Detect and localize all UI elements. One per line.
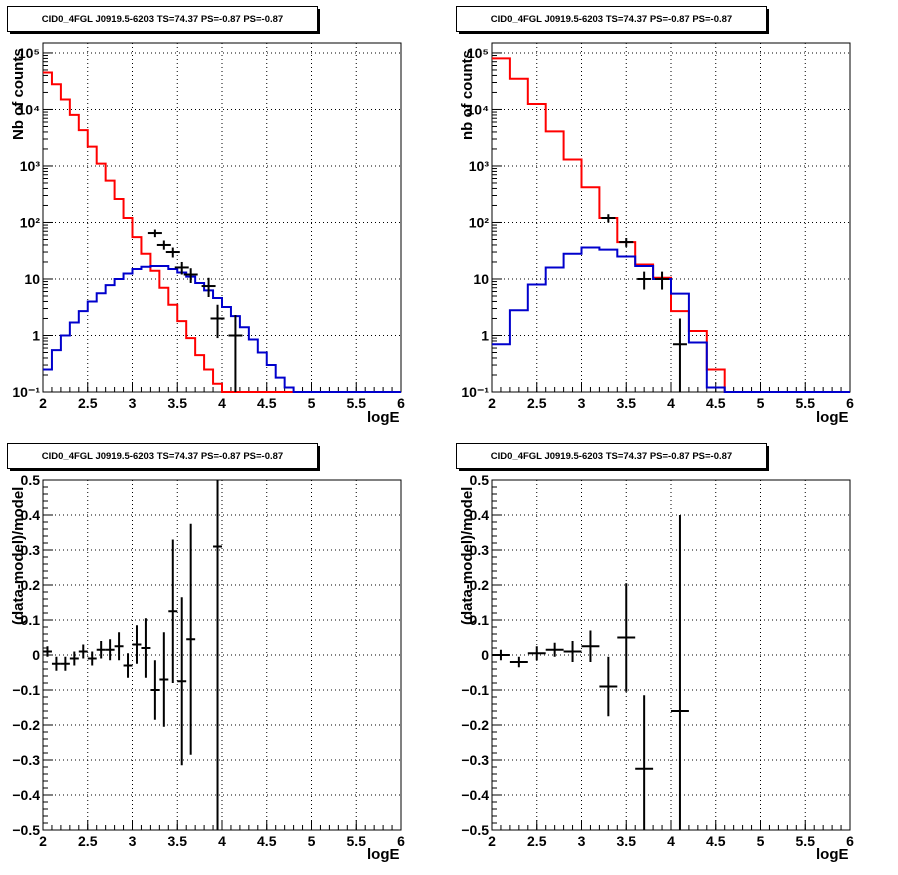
y-tick-label: 0.2	[470, 577, 490, 593]
x-tick-label: 3.5	[168, 395, 188, 411]
x-tick-label: 5.5	[347, 833, 367, 849]
y-tick-label: −0.2	[461, 717, 489, 733]
x-tick-label: 5	[757, 833, 765, 849]
x-tick-label: 2.5	[527, 833, 547, 849]
x-tick-label: 4	[667, 833, 675, 849]
y-axis-label-top-left: Nb of counts	[10, 48, 27, 140]
x-tick-label: 5	[757, 395, 765, 411]
title-box-top-right: CID0_4FGL J0919.5-6203 TS=74.37 PS=-0.87…	[456, 6, 769, 34]
series-step-blue	[492, 246, 850, 393]
y-tick-label: 10	[24, 271, 40, 287]
y-tick-label: −0.4	[461, 787, 489, 803]
y-tick-label: 10⁴	[467, 101, 490, 117]
y-tick-label: 0.5	[21, 472, 41, 488]
x-tick-label: 3	[129, 395, 137, 411]
x-tick-label: 6	[397, 395, 405, 411]
x-tick-label: 3	[578, 395, 586, 411]
x-tick-label: 3.5	[168, 833, 188, 849]
series-step-blue	[43, 264, 401, 393]
y-tick-label: −0.3	[461, 752, 489, 768]
x-tick-label: 5.5	[796, 833, 816, 849]
y-tick-label: 10⁴	[18, 101, 41, 117]
y-tick-label: −0.3	[12, 752, 40, 768]
y-tick-label: 0.4	[470, 507, 490, 523]
series-step-red	[492, 57, 850, 393]
x-tick-label: 4	[667, 395, 675, 411]
y-tick-label: 10⁻¹	[12, 384, 40, 400]
x-axis-label-top-right: logE	[816, 409, 849, 426]
chart-title-top-left: CID0_4FGL J0919.5-6203 TS=74.37 PS=-0.87…	[41, 13, 284, 25]
x-tick-label: 4.5	[257, 395, 277, 411]
y-tick-label: −0.4	[12, 787, 40, 803]
y-tick-label: 1	[481, 327, 489, 343]
y-tick-label: 10⁵	[18, 45, 40, 61]
y-tick-label: −0.2	[12, 717, 40, 733]
x-tick-label: 2	[488, 395, 496, 411]
x-tick-label: 2	[39, 395, 47, 411]
y-tick-label: 0.2	[21, 577, 41, 593]
x-tick-label: 3	[129, 833, 137, 849]
y-tick-label: 10	[473, 271, 489, 287]
x-tick-label: 3	[578, 833, 586, 849]
series-step-red	[43, 71, 401, 393]
y-tick-label: 10²	[469, 214, 490, 230]
x-tick-label: 4	[218, 833, 226, 849]
x-tick-label: 2.5	[78, 395, 98, 411]
y-tick-label: 0.3	[21, 542, 41, 558]
y-axis-label-bottom-left: (data-model)/model	[10, 486, 27, 625]
y-tick-label: 0	[32, 647, 40, 663]
y-tick-label: 0.3	[470, 542, 490, 558]
x-tick-label: 6	[397, 833, 405, 849]
x-tick-label: 6	[846, 395, 854, 411]
x-tick-label: 2.5	[78, 833, 98, 849]
y-tick-label: 10⁻¹	[461, 384, 489, 400]
x-axis-label-bottom-left: logE	[367, 846, 400, 863]
y-tick-label: −0.1	[12, 682, 40, 698]
y-tick-label: 0.4	[21, 507, 41, 523]
x-tick-label: 5.5	[347, 395, 367, 411]
title-box-top-left: CID0_4FGL J0919.5-6203 TS=74.37 PS=-0.87…	[7, 6, 320, 34]
x-tick-label: 4.5	[706, 395, 726, 411]
y-tick-label: −0.1	[461, 682, 489, 698]
x-tick-label: 4.5	[706, 833, 726, 849]
x-tick-label: 6	[846, 833, 854, 849]
chart-title-bottom-right: CID0_4FGL J0919.5-6203 TS=74.37 PS=-0.87…	[490, 450, 733, 462]
y-tick-label: 0	[481, 647, 489, 663]
x-tick-label: 4.5	[257, 833, 277, 849]
y-axis-label-top-right: nb of counts	[459, 50, 476, 140]
y-tick-label: 0.5	[470, 472, 490, 488]
x-tick-label: 5	[308, 395, 316, 411]
title-box-bottom-left: CID0_4FGL J0919.5-6203 TS=74.37 PS=-0.87…	[7, 443, 320, 471]
x-tick-label: 2.5	[527, 395, 547, 411]
y-axis-label-bottom-right: (data-model)/model	[459, 486, 476, 625]
y-tick-label: −0.5	[12, 822, 40, 838]
y-tick-label: 0.1	[21, 612, 41, 628]
chart-title-top-right: CID0_4FGL J0919.5-6203 TS=74.37 PS=-0.87…	[490, 13, 733, 25]
title-box-bottom-right: CID0_4FGL J0919.5-6203 TS=74.37 PS=-0.87…	[456, 443, 769, 471]
y-tick-label: 10³	[20, 158, 41, 174]
y-tick-label: 10²	[20, 214, 41, 230]
x-tick-label: 2	[488, 833, 496, 849]
y-tick-label: −0.5	[461, 822, 489, 838]
y-tick-label: 0.1	[470, 612, 490, 628]
y-tick-label: 10⁵	[467, 45, 489, 61]
y-tick-label: 1	[32, 327, 40, 343]
x-tick-label: 5.5	[796, 395, 816, 411]
x-axis-label-top-left: logE	[367, 409, 400, 426]
x-tick-label: 5	[308, 833, 316, 849]
x-tick-label: 4	[218, 395, 226, 411]
chart-title-bottom-left: CID0_4FGL J0919.5-6203 TS=74.37 PS=-0.87…	[41, 450, 284, 462]
x-tick-label: 3.5	[617, 395, 637, 411]
x-tick-label: 3.5	[617, 833, 637, 849]
x-tick-label: 2	[39, 833, 47, 849]
x-axis-label-bottom-right: logE	[816, 846, 849, 863]
y-tick-label: 10³	[469, 158, 490, 174]
